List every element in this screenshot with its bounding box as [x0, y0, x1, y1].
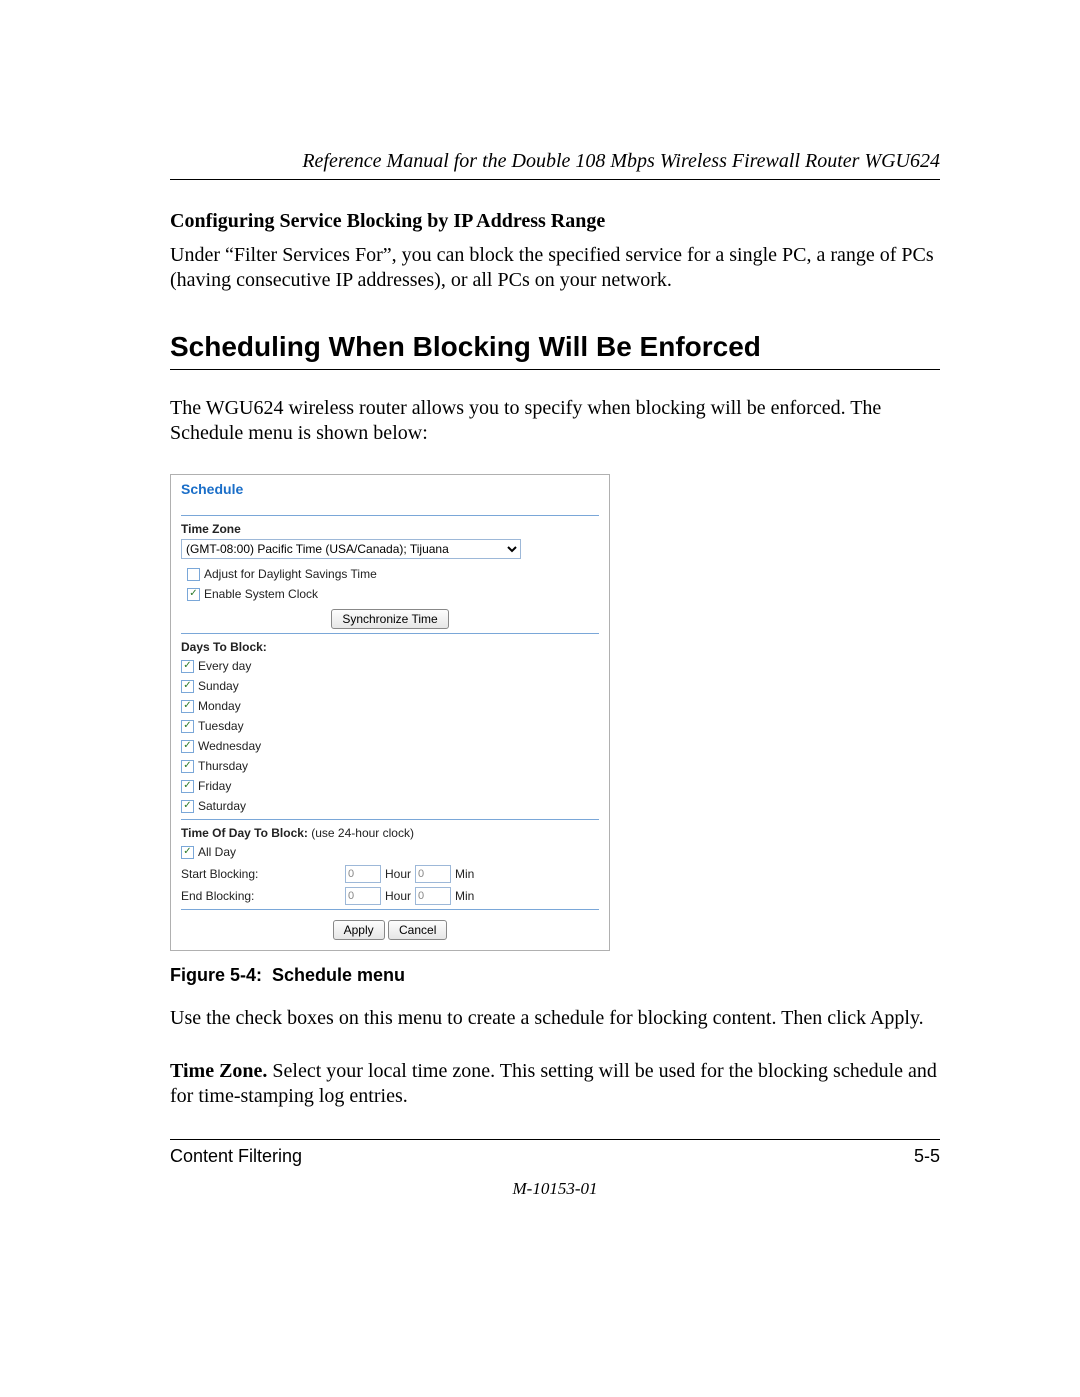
enable-clock-label: Enable System Clock — [204, 585, 318, 603]
day-checkbox[interactable]: ✓ — [181, 680, 194, 693]
day-checkbox[interactable]: ✓ — [181, 720, 194, 733]
hour-unit: Hour — [385, 889, 411, 903]
day-row: ✓ Wednesday — [181, 737, 599, 755]
end-hour-input[interactable] — [345, 887, 381, 905]
min-unit: Min — [455, 889, 474, 903]
day-row: ✓ Saturday — [181, 797, 599, 815]
day-label: Wednesday — [198, 737, 261, 755]
start-min-input[interactable] — [415, 865, 451, 883]
timezone-select[interactable]: (GMT-08:00) Pacific Time (USA/Canada); T… — [181, 539, 521, 559]
day-checkbox[interactable]: ✓ — [181, 660, 194, 673]
days-to-block-label: Days To Block: — [181, 640, 599, 654]
ui-divider — [181, 819, 599, 820]
all-day-label: All Day — [198, 843, 236, 861]
synchronize-time-button[interactable]: Synchronize Time — [331, 609, 448, 629]
days-list: ✓ Every day ✓ Sunday ✓ Monday ✓ Tuesday ✓ Wednesd… — [181, 657, 599, 815]
adjust-dst-label: Adjust for Daylight Savings Time — [204, 565, 377, 583]
day-label: Thursday — [198, 757, 248, 775]
day-checkbox[interactable]: ✓ — [181, 780, 194, 793]
tod-note: (use 24-hour clock) — [311, 826, 414, 840]
doc-id: M-10153-01 — [170, 1179, 940, 1199]
start-blocking-label: Start Blocking: — [181, 867, 341, 881]
section2-heading: Scheduling When Blocking Will Be Enforce… — [170, 331, 940, 363]
min-unit: Min — [455, 867, 474, 881]
day-row: ✓ Friday — [181, 777, 599, 795]
cancel-button[interactable]: Cancel — [388, 920, 447, 940]
end-min-input[interactable] — [415, 887, 451, 905]
day-checkbox[interactable]: ✓ — [181, 800, 194, 813]
day-checkbox[interactable]: ✓ — [181, 700, 194, 713]
para3: Use the check boxes on this menu to crea… — [170, 1006, 940, 1031]
panel-title: Schedule — [181, 481, 599, 497]
start-hour-input[interactable] — [345, 865, 381, 883]
para4-rest: Select your local time zone. This settin… — [170, 1060, 937, 1107]
footer-rule — [170, 1139, 940, 1140]
figure-caption: Figure 5-4: Schedule menu — [170, 965, 940, 986]
day-row: ✓ Sunday — [181, 677, 599, 695]
section1-heading: Configuring Service Blocking by IP Addre… — [170, 210, 940, 233]
day-label: Friday — [198, 777, 231, 795]
para4: Time Zone. Select your local time zone. … — [170, 1059, 940, 1109]
day-label: Every day — [198, 657, 251, 675]
day-label: Sunday — [198, 677, 239, 695]
section2-rule — [170, 369, 940, 370]
ui-divider — [181, 909, 599, 910]
day-checkbox[interactable]: ✓ — [181, 760, 194, 773]
day-label: Tuesday — [198, 717, 244, 735]
section2-para: The WGU624 wireless router allows you to… — [170, 396, 940, 446]
enable-clock-checkbox[interactable]: ✓ — [187, 588, 200, 601]
time-of-day-label: Time Of Day To Block: (use 24-hour clock… — [181, 826, 599, 840]
day-label: Monday — [198, 697, 241, 715]
footer-right: 5-5 — [914, 1146, 940, 1167]
section1-para: Under “Filter Services For”, you can blo… — [170, 243, 940, 293]
header-title: Reference Manual for the Double 108 Mbps… — [170, 150, 940, 173]
day-checkbox[interactable]: ✓ — [181, 740, 194, 753]
header-rule — [170, 179, 940, 180]
ui-divider — [181, 633, 599, 634]
day-label: Saturday — [198, 797, 246, 815]
all-day-checkbox[interactable]: ✓ — [181, 846, 194, 859]
schedule-panel: Schedule Time Zone (GMT-08:00) Pacific T… — [170, 474, 610, 951]
timezone-label: Time Zone — [181, 522, 599, 536]
day-row: ✓ Thursday — [181, 757, 599, 775]
footer-left: Content Filtering — [170, 1146, 302, 1167]
tod-label-text: Time Of Day To Block: — [181, 826, 311, 840]
day-row: ✓ Monday — [181, 697, 599, 715]
hour-unit: Hour — [385, 867, 411, 881]
ui-divider — [181, 515, 599, 516]
adjust-dst-checkbox[interactable] — [187, 568, 200, 581]
day-row: ✓ Every day — [181, 657, 599, 675]
day-row: ✓ Tuesday — [181, 717, 599, 735]
end-blocking-label: End Blocking: — [181, 889, 341, 903]
para4-lead: Time Zone. — [170, 1060, 267, 1082]
apply-button[interactable]: Apply — [333, 920, 385, 940]
